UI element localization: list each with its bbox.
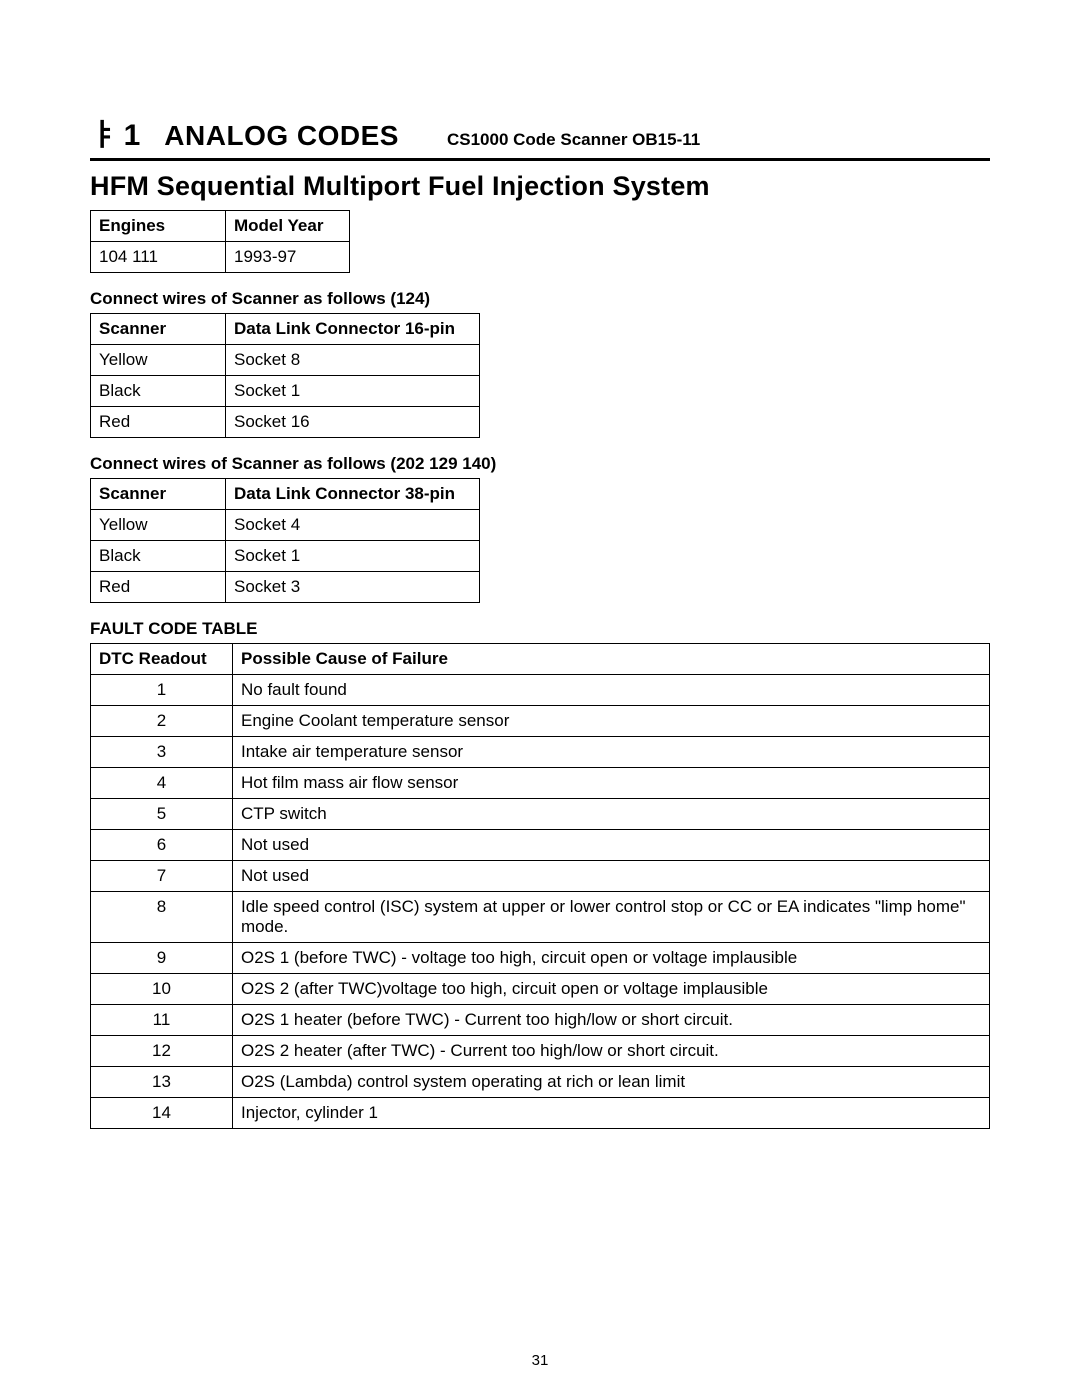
cell-socket: Socket 4 [226, 510, 480, 541]
table-header-row: Engines Model Year [91, 211, 350, 242]
cell-cause: Idle speed control (ISC) system at upper… [233, 892, 990, 943]
col-dtc: DTC Readout [91, 644, 233, 675]
cell-cause: O2S 1 heater (before TWC) - Current too … [233, 1005, 990, 1036]
page: ㅑ 1 ANALOG CODES CS1000 Code Scanner OB1… [0, 0, 1080, 1397]
table-row: 104 111 1993-97 [91, 242, 350, 273]
table-row: Red Socket 16 [91, 407, 480, 438]
cell-cause: O2S 2 heater (after TWC) - Current too h… [233, 1036, 990, 1067]
table-row: 8Idle speed control (ISC) system at uppe… [91, 892, 990, 943]
col-scanner: Scanner [91, 314, 226, 345]
table-row: 9O2S 1 (before TWC) - voltage too high, … [91, 943, 990, 974]
cell-engines: 104 111 [91, 242, 226, 273]
col-scanner: Scanner [91, 479, 226, 510]
table-row: Black Socket 1 [91, 541, 480, 572]
cell-dtc: 7 [91, 861, 233, 892]
table-row: 12O2S 2 heater (after TWC) - Current too… [91, 1036, 990, 1067]
cell-cause: Intake air temperature sensor [233, 737, 990, 768]
table-header-row: Scanner Data Link Connector 16-pin [91, 314, 480, 345]
cell-cause: Not used [233, 830, 990, 861]
cell-scanner: Yellow [91, 345, 226, 376]
header-subtitle: CS1000 Code Scanner OB15-11 [447, 130, 700, 150]
header-number: 1 [124, 119, 141, 153]
col-cause: Possible Cause of Failure [233, 644, 990, 675]
header-title: ANALOG CODES [164, 120, 399, 152]
col-connector: Data Link Connector 38-pin [226, 479, 480, 510]
table-row: 13O2S (Lambda) control system operating … [91, 1067, 990, 1098]
cell-cause: O2S 1 (before TWC) - voltage too high, c… [233, 943, 990, 974]
cell-dtc: 14 [91, 1098, 233, 1129]
table-header-row: DTC Readout Possible Cause of Failure [91, 644, 990, 675]
cell-dtc: 12 [91, 1036, 233, 1067]
cell-cause: O2S 2 (after TWC)voltage too high, circu… [233, 974, 990, 1005]
cell-cause: CTP switch [233, 799, 990, 830]
cell-socket: Socket 3 [226, 572, 480, 603]
cell-cause: Hot film mass air flow sensor [233, 768, 990, 799]
table-row: Red Socket 3 [91, 572, 480, 603]
cell-cause: Injector, cylinder 1 [233, 1098, 990, 1129]
cell-scanner: Black [91, 541, 226, 572]
table-row: 2Engine Coolant temperature sensor [91, 706, 990, 737]
cell-cause: Engine Coolant temperature sensor [233, 706, 990, 737]
cell-dtc: 3 [91, 737, 233, 768]
cell-socket: Socket 1 [226, 541, 480, 572]
cell-dtc: 13 [91, 1067, 233, 1098]
cell-scanner: Red [91, 407, 226, 438]
table-row: 5CTP switch [91, 799, 990, 830]
cell-cause: O2S (Lambda) control system operating at… [233, 1067, 990, 1098]
engines-table: Engines Model Year 104 111 1993-97 [90, 210, 350, 273]
cell-cause: Not used [233, 861, 990, 892]
cell-socket: Socket 1 [226, 376, 480, 407]
cell-dtc: 8 [91, 892, 233, 943]
table-row: 4Hot film mass air flow sensor [91, 768, 990, 799]
conn-202-label: Connect wires of Scanner as follows (202… [90, 454, 990, 474]
conn-124-label: Connect wires of Scanner as follows (124… [90, 289, 990, 309]
table-row: Yellow Socket 4 [91, 510, 480, 541]
cell-dtc: 6 [91, 830, 233, 861]
col-model-year: Model Year [226, 211, 350, 242]
table-row: 6Not used [91, 830, 990, 861]
system-title: HFM Sequential Multiport Fuel Injection … [90, 171, 990, 202]
cell-socket: Socket 16 [226, 407, 480, 438]
cell-cause: No fault found [233, 675, 990, 706]
table-header-row: Scanner Data Link Connector 38-pin [91, 479, 480, 510]
cell-socket: Socket 8 [226, 345, 480, 376]
table-row: Black Socket 1 [91, 376, 480, 407]
cell-dtc: 11 [91, 1005, 233, 1036]
cell-dtc: 4 [91, 768, 233, 799]
conn-202-table: Scanner Data Link Connector 38-pin Yello… [90, 478, 480, 603]
table-row: 11O2S 1 heater (before TWC) - Current to… [91, 1005, 990, 1036]
col-connector: Data Link Connector 16-pin [226, 314, 480, 345]
table-row: Yellow Socket 8 [91, 345, 480, 376]
fault-code-table: DTC Readout Possible Cause of Failure 1N… [90, 643, 990, 1129]
table-row: 1No fault found [91, 675, 990, 706]
cell-dtc: 10 [91, 974, 233, 1005]
table-row: 10O2S 2 (after TWC)voltage too high, cir… [91, 974, 990, 1005]
fault-code-label: FAULT CODE TABLE [90, 619, 990, 639]
cell-scanner: Black [91, 376, 226, 407]
cell-model-year: 1993-97 [226, 242, 350, 273]
cell-dtc: 1 [91, 675, 233, 706]
cell-dtc: 5 [91, 799, 233, 830]
header-glyph-icon: ㅑ [90, 110, 118, 154]
table-row: 3Intake air temperature sensor [91, 737, 990, 768]
cell-dtc: 2 [91, 706, 233, 737]
col-engines: Engines [91, 211, 226, 242]
page-header: ㅑ 1 ANALOG CODES CS1000 Code Scanner OB1… [90, 110, 990, 161]
cell-scanner: Red [91, 572, 226, 603]
cell-scanner: Yellow [91, 510, 226, 541]
page-number: 31 [0, 1352, 1080, 1369]
cell-dtc: 9 [91, 943, 233, 974]
table-row: 14Injector, cylinder 1 [91, 1098, 990, 1129]
conn-124-table: Scanner Data Link Connector 16-pin Yello… [90, 313, 480, 438]
table-row: 7Not used [91, 861, 990, 892]
